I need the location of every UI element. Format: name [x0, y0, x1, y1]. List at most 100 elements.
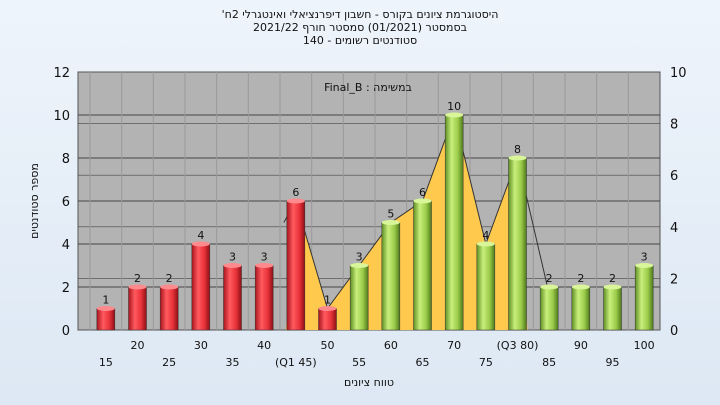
data-label-16: 2	[609, 272, 616, 285]
bar-top-11	[445, 112, 464, 118]
bar-2	[159, 286, 179, 331]
data-label-13: 8	[514, 143, 521, 156]
bar-12	[476, 243, 496, 331]
data-label-9: 5	[387, 208, 394, 221]
bar-0	[96, 308, 116, 331]
x-tick-12: 75	[479, 356, 493, 369]
x-tick-5: 40	[257, 339, 271, 352]
bar-top-0	[96, 306, 115, 311]
y2-tick-5: 10	[670, 66, 687, 81]
quartile-area-outline	[283, 113, 548, 310]
y2-axis-ticks: 0 2 4 6 8 10	[670, 66, 687, 339]
data-label-10: 6	[419, 186, 426, 199]
bar-top-9	[381, 220, 400, 225]
x-tick-4: 35	[226, 356, 240, 369]
bar-17	[634, 265, 654, 331]
y2-tick-4: 8	[670, 118, 678, 133]
bar-top-14	[540, 284, 559, 290]
bar-4	[223, 265, 242, 331]
bar-6	[286, 200, 306, 331]
bar-top-8	[350, 263, 369, 268]
y-tick-3: 6	[62, 195, 70, 210]
bar-11	[444, 114, 464, 331]
data-label-6: 6	[292, 186, 299, 199]
y-axis-title: מספר סטודנטים	[28, 163, 41, 239]
y2-tick-1: 2	[670, 272, 678, 287]
x-tick-7: 50	[321, 339, 335, 352]
data-label-2: 2	[166, 272, 173, 285]
y-tick-0: 0	[62, 324, 70, 339]
bar-7	[318, 308, 337, 331]
x-tick-1: 20	[131, 339, 145, 352]
bar-top-2	[160, 284, 179, 290]
data-label-15: 2	[577, 272, 584, 285]
bar-top-6	[286, 198, 305, 204]
x-axis-title: טווח ציונים	[344, 376, 394, 389]
bar-10	[413, 200, 432, 331]
data-label-1: 2	[134, 272, 141, 285]
y-tick-5: 10	[53, 109, 70, 124]
bar-3	[191, 243, 211, 331]
data-label-11: 10	[447, 100, 461, 113]
bar-16	[603, 286, 622, 331]
title-line-3: 140 - סטודנטים רשומים	[302, 34, 418, 47]
data-label-3: 4	[197, 229, 204, 242]
data-label-4: 3	[229, 251, 236, 264]
data-label-0: 1	[102, 294, 109, 307]
chart-title: 'היסטוגרמת ציונים בקורס - חשבון דיפרנציא…	[0, 8, 720, 47]
y-tick-1: 2	[62, 281, 70, 296]
data-labels-group: 1 2 2 4 3 3 6 1 3 5 6 10 4 8 2 2 2 3	[102, 100, 647, 307]
y-tick-2: 4	[62, 238, 70, 253]
chart-annotation: Final_B : במשימה	[324, 81, 412, 94]
x-tick-15: 90	[574, 339, 588, 352]
y-tick-4: 8	[62, 152, 70, 167]
bars-group	[96, 112, 654, 331]
y2-tick-0: 0	[670, 324, 678, 339]
y2-tick-2: 4	[670, 221, 678, 236]
data-label-8: 3	[356, 251, 363, 264]
data-label-14: 2	[546, 272, 553, 285]
y2-tick-3: 6	[670, 169, 678, 184]
bar-top-13	[508, 155, 527, 161]
bar-top-3	[191, 241, 210, 247]
bar-14	[539, 286, 559, 331]
x-axis-ticks: 15 20 25 30 35 40 (Q1 45) 50 55 60 65 70 75 (Q3 80)85…	[99, 339, 655, 369]
title-line-2: בסמסטר (01/2021) סמסטר חורף 2021/22	[253, 21, 467, 34]
x-tick-2: 25	[162, 356, 176, 369]
bar-top-4	[223, 263, 242, 268]
bar-top-12	[476, 241, 495, 247]
x-tick-0: 15	[99, 356, 113, 369]
bar-top-15	[571, 284, 590, 290]
x-tick-14: 85	[542, 356, 556, 369]
x-tick-9: 60	[384, 339, 398, 352]
y-axis-ticks: 0 2 4 6 8 10 12	[53, 66, 70, 339]
bar-13	[508, 157, 527, 331]
x-tick-3: 30	[194, 339, 208, 352]
bar-top-10	[413, 198, 432, 204]
data-label-17: 3	[641, 251, 648, 264]
bar-9	[381, 222, 401, 331]
bar-1	[128, 286, 147, 331]
bar-top-5	[255, 263, 274, 268]
x-tick-16: 95	[606, 356, 620, 369]
x-tick-17: 100	[634, 339, 655, 352]
data-label-7: 1	[324, 294, 331, 307]
x-tick-10: 65	[416, 356, 430, 369]
bar-15	[571, 286, 591, 331]
bar-top-7	[318, 306, 337, 311]
bar-top-1	[128, 284, 147, 290]
quartile-area	[283, 113, 548, 330]
bar-top-17	[635, 263, 654, 268]
data-label-12: 4	[482, 229, 489, 242]
x-tick-13: (Q3 80)	[497, 339, 539, 352]
data-label-5: 3	[261, 251, 268, 264]
x-tick-6: (Q1 45)	[275, 356, 317, 369]
y-tick-6: 12	[53, 66, 70, 81]
title-line-1: 'היסטוגרמת ציונים בקורס - חשבון דיפרנציא…	[221, 8, 499, 21]
bar-8	[349, 265, 369, 331]
bar-5	[254, 265, 274, 331]
bar-top-16	[603, 284, 622, 290]
x-tick-8: 55	[352, 356, 366, 369]
x-tick-11: 70	[447, 339, 461, 352]
